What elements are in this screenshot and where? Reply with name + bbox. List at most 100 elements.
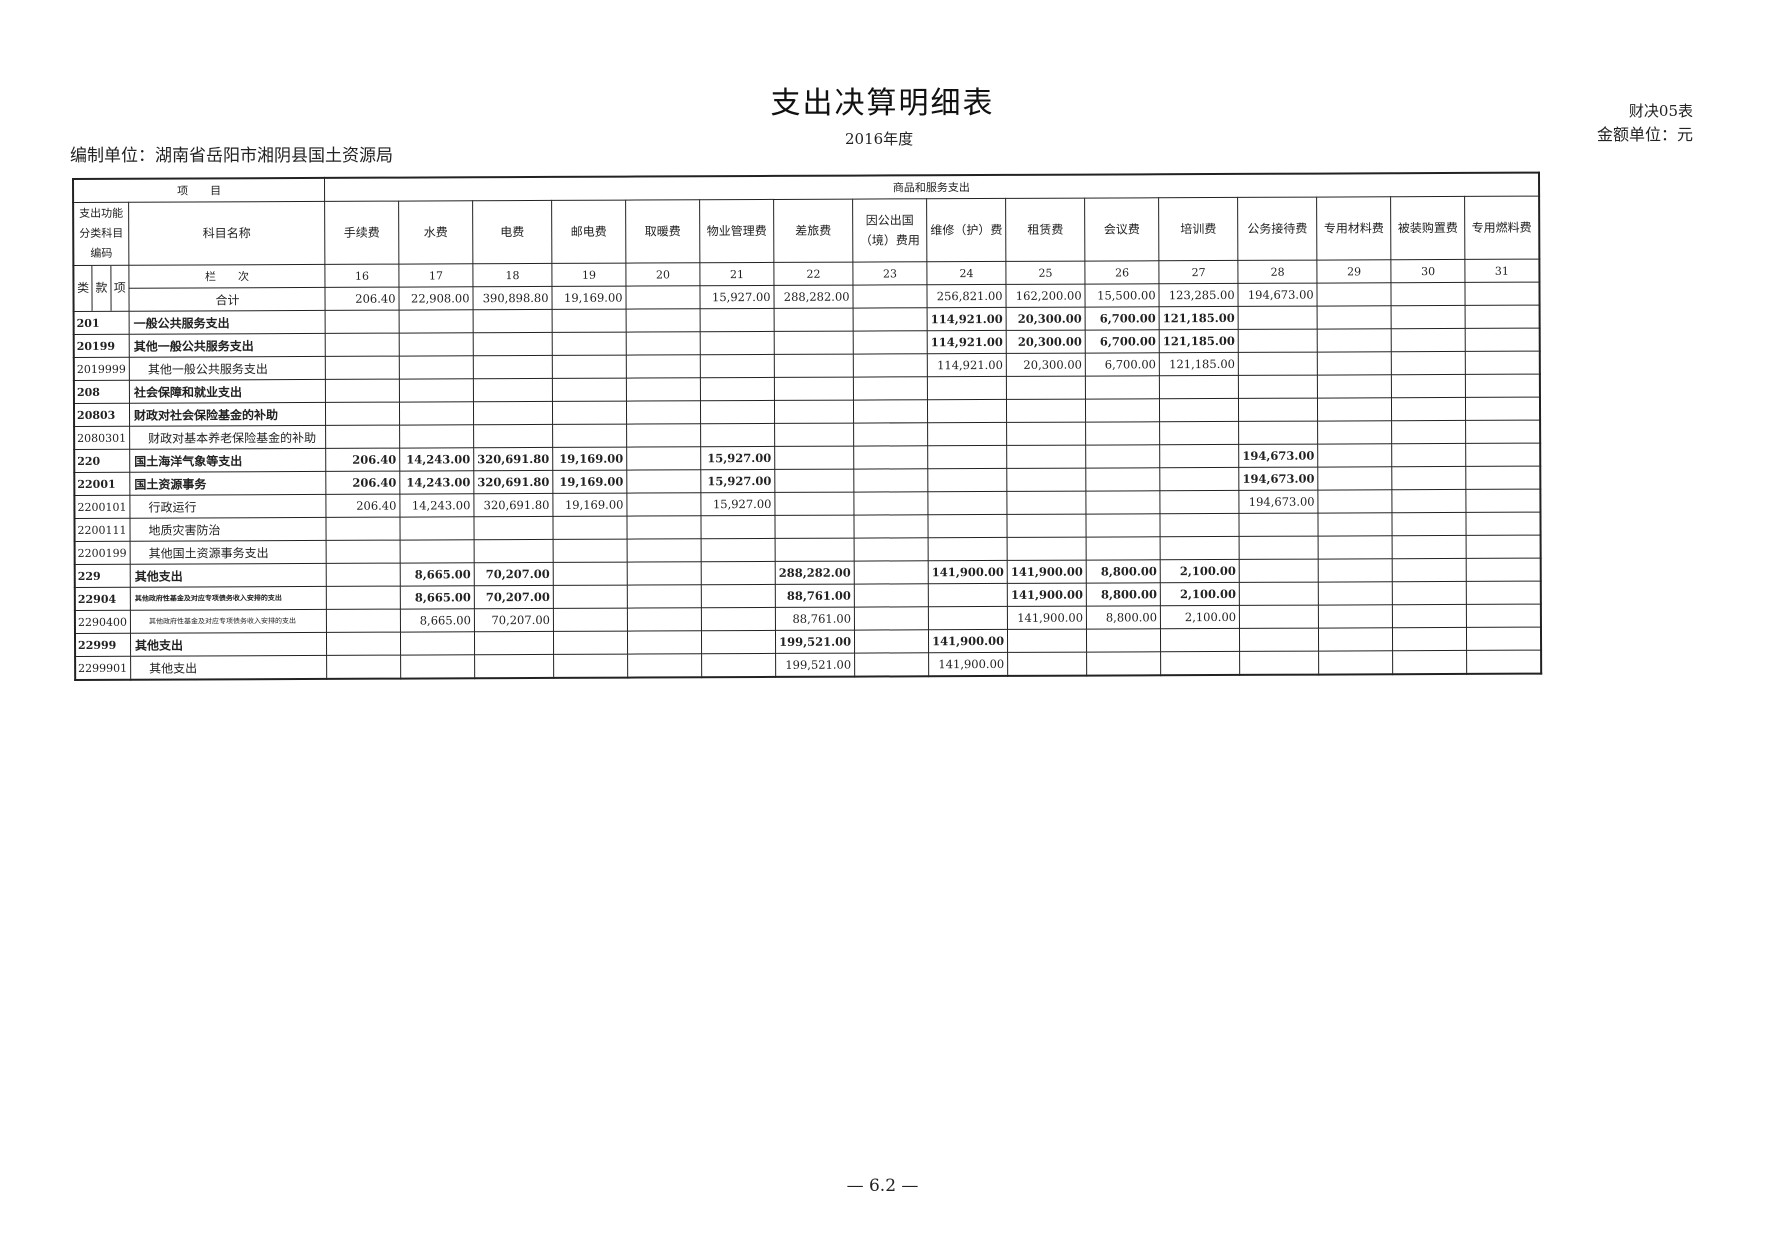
value-cell bbox=[927, 491, 1008, 515]
value-cell: 20,300.00 bbox=[1006, 353, 1086, 377]
value-cell bbox=[626, 331, 701, 356]
column-header: 取暖费 bbox=[625, 199, 700, 264]
value-cell: 320,691.80 bbox=[473, 470, 553, 494]
value-cell: 6,700.00 bbox=[1085, 306, 1160, 331]
column-number: 17 bbox=[398, 263, 473, 288]
page-title: 支出决算明细表 bbox=[770, 86, 995, 121]
value-cell: 288,282.00 bbox=[774, 285, 854, 309]
value-cell bbox=[1086, 490, 1161, 515]
row-name: 其他支出 bbox=[130, 632, 327, 657]
column-header: 手续费 bbox=[324, 201, 399, 265]
column-number: 25 bbox=[1005, 261, 1086, 285]
value-cell bbox=[1239, 628, 1319, 652]
value-cell bbox=[854, 537, 929, 562]
value-cell bbox=[928, 583, 1008, 607]
value-cell bbox=[700, 423, 775, 447]
value-cell bbox=[1318, 627, 1393, 652]
column-header: 被装购置费 bbox=[1390, 196, 1466, 260]
value-cell bbox=[399, 332, 474, 357]
value-cell: 8,665.00 bbox=[400, 562, 475, 587]
value-cell bbox=[1392, 489, 1467, 513]
value-cell bbox=[1391, 374, 1466, 398]
row-code: 229 bbox=[74, 564, 131, 588]
value-cell bbox=[325, 356, 400, 380]
value-cell bbox=[326, 586, 401, 610]
row-name: 国土资源事务 bbox=[129, 471, 326, 496]
column-header: 差旅费 bbox=[773, 199, 853, 263]
value-cell bbox=[774, 492, 855, 516]
lkx-lei: 类 bbox=[74, 265, 93, 311]
amount-unit: 金额单位：元 bbox=[1596, 125, 1693, 144]
value-cell bbox=[1160, 490, 1240, 514]
value-cell bbox=[1318, 650, 1393, 675]
value-cell bbox=[774, 377, 854, 401]
value-cell: 121,185.00 bbox=[1159, 329, 1239, 353]
value-cell bbox=[626, 354, 701, 379]
column-number: 27 bbox=[1158, 260, 1239, 284]
value-cell: 6,700.00 bbox=[1085, 352, 1160, 377]
row-code: 20199 bbox=[73, 334, 130, 358]
value-cell bbox=[1466, 535, 1541, 559]
value-cell: 88,761.00 bbox=[775, 607, 855, 631]
value-cell: 194,673.00 bbox=[1239, 490, 1319, 514]
value-cell bbox=[1006, 445, 1086, 469]
value-cell bbox=[1086, 536, 1161, 561]
value-cell bbox=[473, 401, 553, 425]
value-cell bbox=[1159, 444, 1239, 468]
row-code: 2200199 bbox=[74, 541, 131, 565]
value-cell bbox=[1160, 513, 1240, 537]
value-cell bbox=[700, 377, 775, 401]
value-cell bbox=[1160, 628, 1240, 652]
row-code: 2200111 bbox=[74, 518, 131, 542]
value-cell bbox=[700, 331, 775, 355]
value-cell: 6,700.00 bbox=[1085, 329, 1160, 354]
value-cell bbox=[1318, 558, 1393, 583]
value-cell: 8,665.00 bbox=[400, 585, 475, 610]
value-cell bbox=[473, 516, 554, 540]
value-cell bbox=[1391, 420, 1466, 444]
value-cell: 20,300.00 bbox=[1006, 307, 1086, 331]
value-cell bbox=[1239, 513, 1319, 537]
value-cell bbox=[1318, 581, 1393, 606]
value-cell bbox=[1466, 581, 1541, 605]
value-cell bbox=[1159, 421, 1239, 445]
value-cell: 199,521.00 bbox=[775, 653, 855, 677]
value-cell: 320,691.80 bbox=[473, 447, 553, 471]
value-cell bbox=[1085, 421, 1160, 446]
value-cell bbox=[473, 332, 553, 356]
value-cell bbox=[1160, 536, 1240, 560]
column-header: 邮电费 bbox=[551, 200, 626, 264]
column-header: 电费 bbox=[472, 200, 552, 264]
value-cell: 121,185.00 bbox=[1159, 306, 1239, 330]
column-number: 28 bbox=[1238, 260, 1318, 284]
value-cell: 194,673.00 bbox=[1238, 283, 1318, 307]
value-cell bbox=[1085, 467, 1160, 492]
column-number: 22 bbox=[773, 262, 854, 286]
value-cell bbox=[1317, 466, 1393, 491]
value-cell: 2,100.00 bbox=[1160, 559, 1240, 583]
value-cell bbox=[1392, 558, 1467, 582]
value-cell bbox=[853, 491, 929, 516]
row-name: 其他支出 bbox=[130, 563, 327, 588]
value-cell bbox=[1160, 651, 1240, 676]
value-cell bbox=[1465, 397, 1540, 421]
value-cell: 15,927.00 bbox=[700, 492, 776, 516]
value-cell: 141,900.00 bbox=[928, 652, 1008, 677]
value-cell bbox=[1006, 468, 1087, 492]
value-cell bbox=[1465, 328, 1540, 352]
value-cell bbox=[774, 446, 854, 470]
value-cell bbox=[553, 585, 628, 609]
value-cell bbox=[1159, 375, 1239, 399]
column-number: 20 bbox=[625, 262, 701, 287]
value-cell bbox=[1466, 650, 1541, 674]
value-cell: 14,243.00 bbox=[399, 447, 474, 472]
value-cell bbox=[1391, 466, 1467, 490]
value-cell bbox=[853, 353, 928, 378]
value-cell bbox=[853, 307, 928, 332]
row-code: 22999 bbox=[74, 633, 131, 657]
value-cell: 141,900.00 bbox=[1007, 560, 1087, 584]
value-cell bbox=[928, 514, 1008, 538]
value-cell bbox=[399, 378, 474, 403]
value-cell bbox=[1392, 650, 1467, 675]
value-cell bbox=[553, 539, 628, 563]
